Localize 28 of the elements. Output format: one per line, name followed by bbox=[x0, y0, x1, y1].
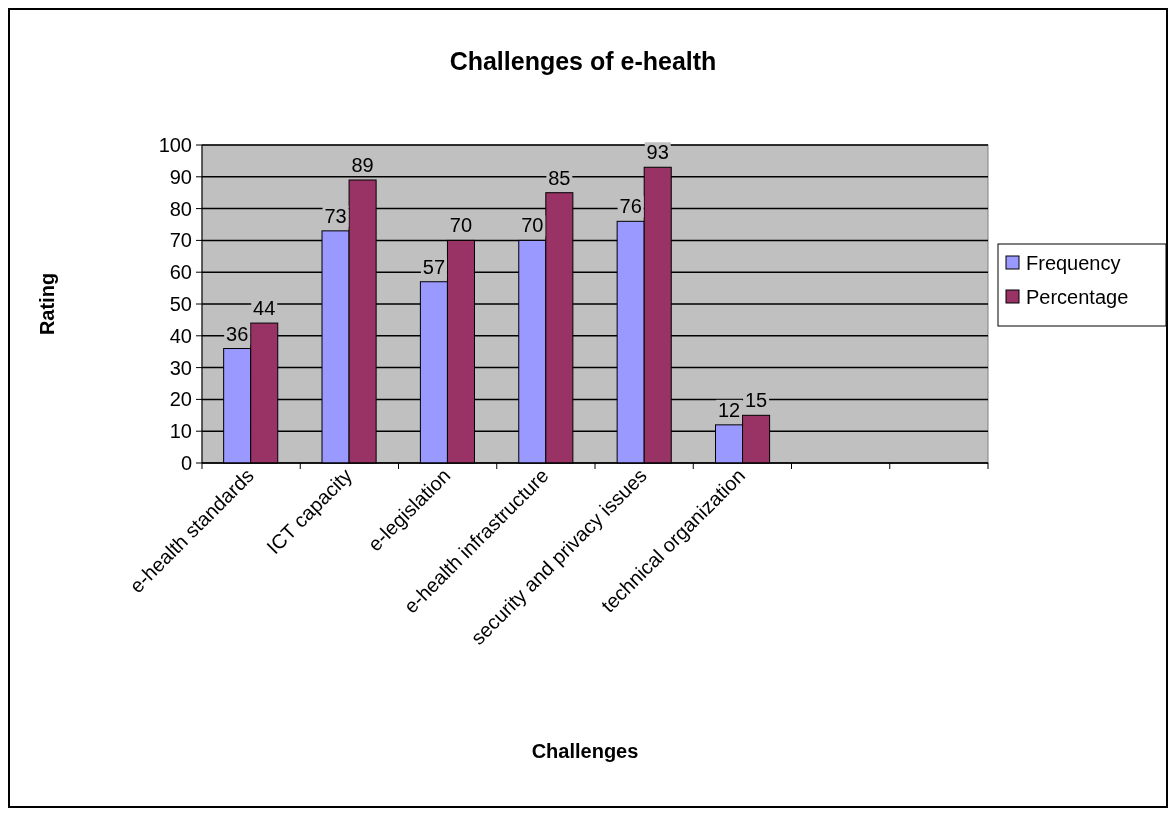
data-label: 57 bbox=[422, 255, 446, 278]
data-label: 12 bbox=[717, 398, 741, 421]
y-tick-label: 10 bbox=[169, 420, 192, 443]
y-tick-label: 50 bbox=[169, 293, 192, 315]
data-label: 70 bbox=[449, 214, 473, 237]
y-tick-label: 80 bbox=[169, 197, 192, 220]
y-tick-label: 90 bbox=[169, 165, 192, 188]
data-label: 70 bbox=[521, 214, 544, 237]
y-tick-label: 70 bbox=[169, 229, 192, 252]
data-label: 36 bbox=[226, 322, 249, 345]
x-axis-title: Challenges bbox=[531, 740, 639, 762]
data-label: 85 bbox=[548, 166, 571, 189]
chart-title: Challenges of e-health bbox=[449, 47, 717, 75]
data-label: 93 bbox=[646, 141, 669, 164]
data-label: 76 bbox=[619, 195, 642, 218]
data-label: 73 bbox=[324, 204, 347, 227]
legend-label: Frequency bbox=[1026, 252, 1121, 274]
y-axis-title: Rating bbox=[36, 272, 58, 336]
y-tick-label: 100 bbox=[158, 134, 192, 156]
data-label: 15 bbox=[744, 389, 768, 412]
y-tick-label: 40 bbox=[169, 324, 192, 347]
y-tick-label: 60 bbox=[169, 261, 192, 284]
y-tick-label: 30 bbox=[169, 356, 192, 379]
data-label: 89 bbox=[351, 153, 374, 176]
y-tick-label: 20 bbox=[169, 388, 192, 411]
y-tick-label: 0 bbox=[180, 452, 192, 474]
data-label: 44 bbox=[253, 297, 276, 320]
legend-label: Percentage bbox=[1026, 286, 1129, 308]
